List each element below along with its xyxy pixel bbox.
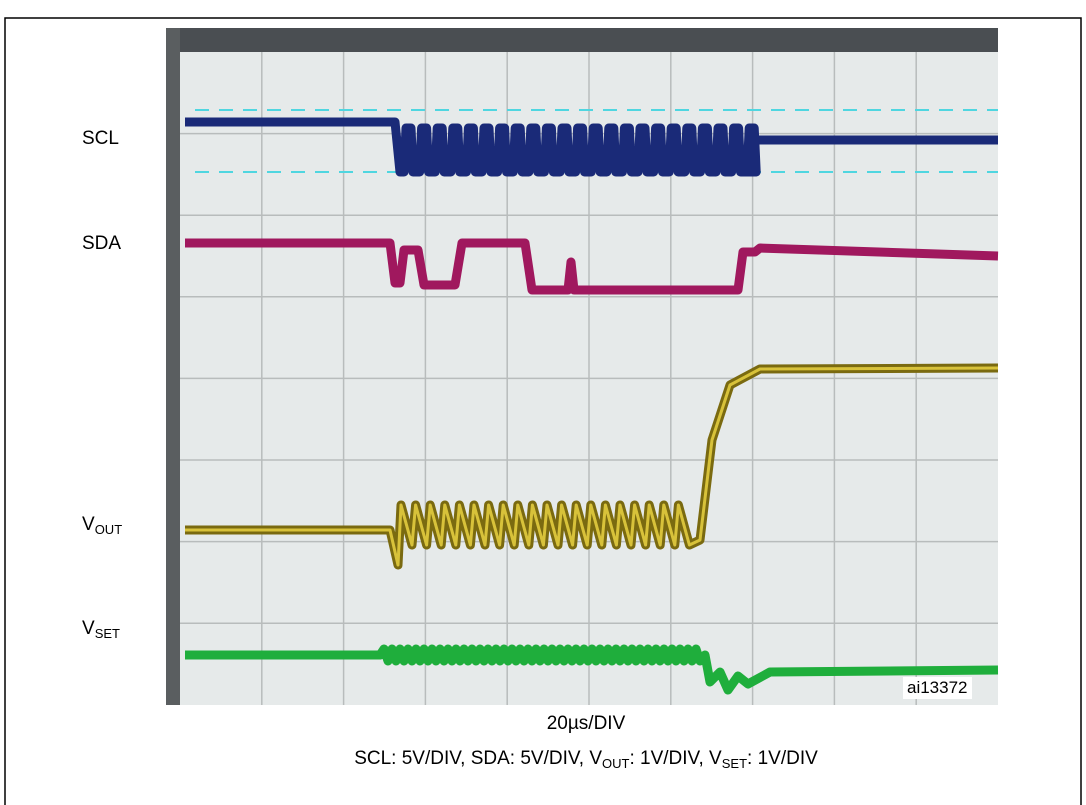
label-sub: OUT [94,522,123,537]
scope-screen [166,28,999,705]
vset-trace [185,644,999,695]
scope-left-edge [166,28,180,705]
caption-sub: OUT [602,756,630,771]
label-text: V [82,618,95,639]
label-text: SCL [82,128,119,149]
signal-label: SDA [82,233,121,255]
caption-text: SCL: 5V/DIV, SDA: 5V/DIV, V [354,748,603,769]
label-text: V [82,514,95,535]
label-text: SDA [82,233,122,254]
caption-line2: SCL: 5V/DIV, SDA: 5V/DIV, VOUT: 1V/DIV, … [166,748,1006,771]
scl-trace [185,117,998,177]
sda-trace [185,238,999,295]
caption-sub: SET [721,756,748,771]
signal-label: VOUT [82,514,122,537]
caption-text: : 1V/DIV [747,748,818,769]
vout-trace-hi [185,366,999,567]
caption-text: : 1V/DIV, V [629,748,722,769]
frame-border [4,17,1082,805]
image-id: ai13372 [903,677,972,699]
caption-line1: 20µs/DIV [546,713,626,734]
signal-label: SCL [82,128,119,150]
signal-label: VSET [82,618,120,641]
label-sub: SET [94,626,120,641]
scope-header [166,28,998,52]
